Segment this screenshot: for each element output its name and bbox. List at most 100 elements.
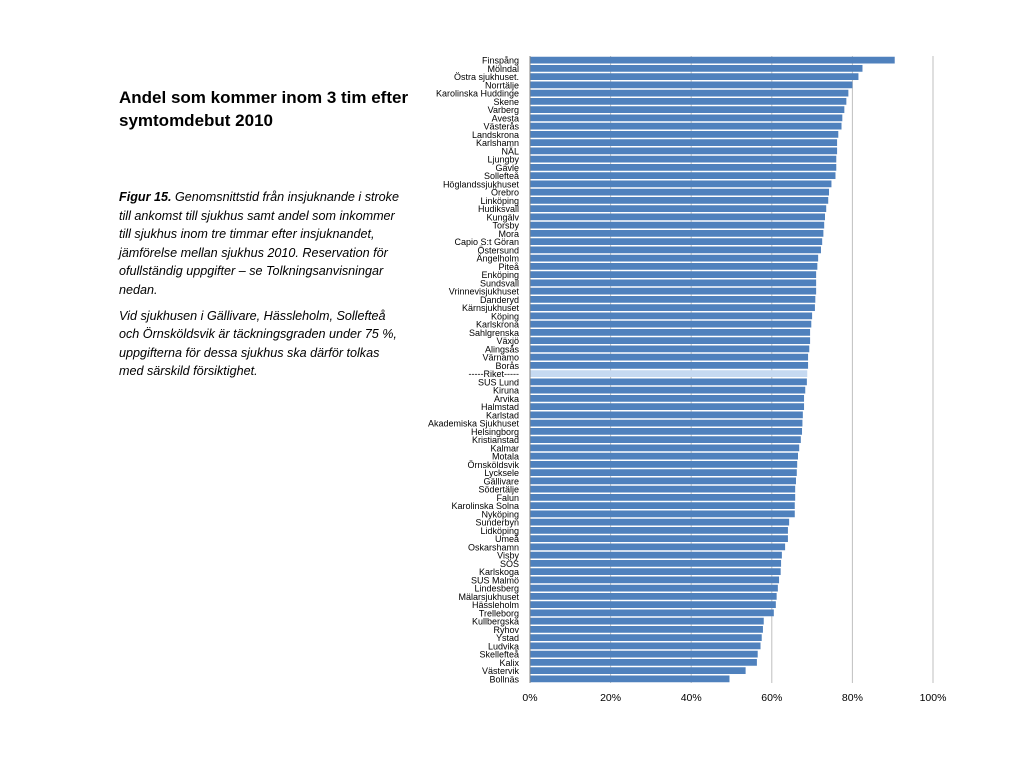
category-label: Södertälje — [478, 485, 519, 495]
bar — [530, 427, 803, 435]
category-label: Helsingborg — [471, 427, 519, 437]
bar — [530, 279, 817, 287]
category-label: Kungälv — [486, 212, 519, 222]
category-label: Kristianstad — [472, 435, 519, 445]
bar — [530, 56, 895, 64]
bar — [530, 625, 763, 633]
bar — [530, 394, 805, 402]
bar — [530, 460, 798, 468]
bar — [530, 106, 845, 114]
category-label: Varberg — [488, 105, 519, 115]
bar — [530, 328, 811, 336]
bar — [530, 444, 800, 452]
bar — [530, 452, 798, 460]
bar — [530, 658, 757, 666]
category-label: Trelleborg — [479, 608, 519, 618]
bar — [530, 89, 849, 97]
category-label: Sollefteå — [484, 171, 519, 181]
bars — [530, 56, 895, 683]
bar — [530, 403, 805, 411]
category-label: Nyköping — [481, 509, 519, 519]
category-label: Örnsköldsvik — [467, 460, 519, 470]
category-label: Ryhov — [493, 625, 519, 635]
figure-text: Genomsnittstid från insjuknande i stroke… — [119, 190, 399, 297]
category-label: Bollnäs — [489, 674, 519, 684]
bar — [530, 469, 797, 477]
category-label: SUS Lund — [478, 377, 519, 387]
category-label: Borås — [495, 361, 519, 371]
x-tick-label: 40% — [681, 692, 702, 704]
bar — [530, 73, 859, 81]
bar — [530, 493, 796, 501]
category-label: Ystad — [496, 633, 519, 643]
bar — [530, 345, 810, 353]
category-label: SÖS — [500, 559, 519, 569]
figure-description: Figur 15. Genomsnittstid från insjuknand… — [119, 188, 401, 300]
category-label: Finspång — [482, 56, 519, 66]
category-label: Mora — [498, 229, 519, 239]
category-label: Alingsås — [485, 344, 520, 354]
bar — [530, 188, 830, 196]
category-label: Vrinnevisjukhuset — [449, 287, 520, 297]
bar — [530, 254, 819, 262]
bar — [530, 609, 774, 617]
category-label: Höglandssjukhuset — [443, 179, 520, 189]
coverage-note: Vid sjukhusen i Gällivare, Hässleholm, S… — [119, 308, 397, 379]
x-tick-label: 20% — [600, 692, 621, 704]
category-label: Arvika — [494, 394, 519, 404]
category-label: Torsby — [492, 221, 519, 231]
category-label: Kalmar — [490, 443, 519, 453]
category-label: Norrtälje — [485, 80, 519, 90]
bar — [530, 97, 847, 105]
category-label: Skellefteå — [479, 650, 519, 660]
bar — [530, 485, 796, 493]
bar — [530, 526, 788, 534]
bar — [530, 477, 796, 485]
category-label: Avesta — [492, 113, 519, 123]
bar — [530, 559, 782, 567]
bar — [530, 312, 813, 320]
category-label: Motala — [492, 452, 519, 462]
bar — [530, 353, 809, 361]
category-label: Kärnsjukhuset — [462, 303, 520, 313]
category-label: Capio S:t Göran — [454, 237, 519, 247]
bar — [530, 576, 780, 584]
bar — [530, 592, 777, 600]
figure-caption: Figur 15. Genomsnittstid från insjuknand… — [119, 188, 401, 388]
slide-title: Andel som kommer inom 3 tim efter symtom… — [119, 88, 409, 130]
category-label: Västervik — [482, 666, 520, 676]
bar — [530, 361, 809, 369]
bar — [530, 238, 823, 246]
category-label: Oskarshamn — [468, 542, 519, 552]
category-label: NÄL — [501, 146, 519, 156]
category-label: Lidköping — [480, 526, 519, 536]
bar — [530, 543, 786, 551]
bar — [530, 304, 815, 312]
category-label: Piteå — [498, 262, 519, 272]
category-label: Karlskoga — [479, 567, 519, 577]
bar — [530, 667, 746, 675]
bar — [530, 196, 829, 204]
category-label: Hässleholm — [472, 600, 519, 610]
x-tick-label: 80% — [842, 692, 863, 704]
category-label: Ludvika — [488, 641, 519, 651]
category-label: Halmstad — [481, 402, 519, 412]
bar — [530, 320, 812, 328]
category-label: Karlskrona — [476, 320, 519, 330]
category-label: Mälarsjukhuset — [458, 592, 519, 602]
x-tick-label: 60% — [761, 692, 782, 704]
bar — [530, 271, 817, 279]
bar — [530, 510, 795, 518]
bar — [530, 411, 803, 419]
category-label: Sahlgrenska — [469, 328, 519, 338]
category-label: Mölndal — [487, 64, 519, 74]
category-label: Danderyd — [480, 295, 519, 305]
category-label: Växjö — [496, 336, 519, 346]
bar — [530, 139, 838, 147]
bar — [530, 114, 843, 122]
category-label: Köping — [491, 311, 519, 321]
bar — [530, 172, 836, 180]
bar — [530, 205, 827, 213]
bar — [530, 535, 788, 543]
